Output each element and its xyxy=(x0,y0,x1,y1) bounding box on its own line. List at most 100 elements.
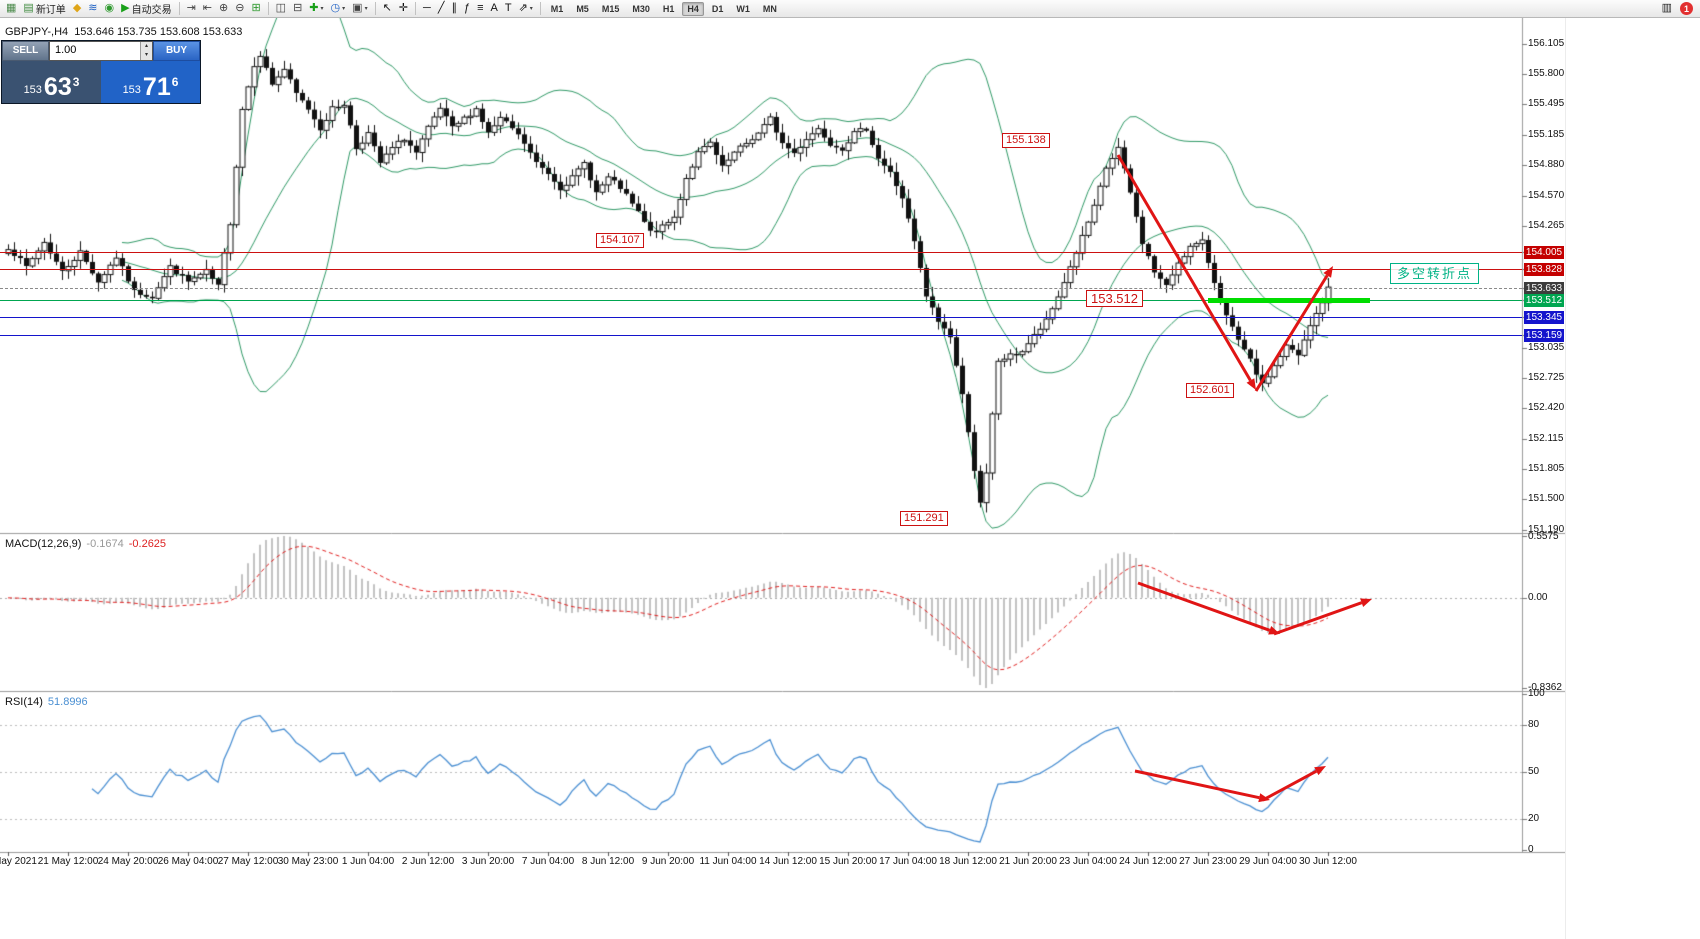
price-annotation-152.601[interactable]: 152.601 xyxy=(1186,383,1234,398)
price-scale-tick: 151.805 xyxy=(1528,463,1565,474)
timeframe-m5-button[interactable]: M5 xyxy=(571,2,594,16)
arrows-tool-button[interactable]: ⇗ ▾ xyxy=(516,1,536,16)
windows-icon: ▥ xyxy=(1661,2,1672,14)
volume-down-button[interactable]: ▾ xyxy=(144,52,148,58)
symbol-period-label: GBPJPY-,H4 xyxy=(5,26,69,38)
text-label-icon: T xyxy=(504,2,512,14)
text-label-button[interactable]: T xyxy=(502,1,515,16)
templates-button[interactable]: ▣ ▾ xyxy=(349,1,370,16)
fibo-levels-icon: ≡ xyxy=(477,2,484,14)
hline-153.512[interactable] xyxy=(0,300,1522,301)
zoom-out-icon: ⊖ xyxy=(235,2,245,14)
crosshair-button[interactable]: ✛ xyxy=(396,1,411,16)
templates-icon: ▣ xyxy=(352,2,363,14)
crosshair-icon: ✛ xyxy=(398,2,409,14)
tile-windows-button[interactable]: ⊞ xyxy=(248,1,263,16)
channel-button[interactable]: ∥ xyxy=(448,1,460,16)
time-axis-label: 24 Jun 12:00 xyxy=(1119,856,1177,867)
cascade-windows-button[interactable]: ◫ xyxy=(273,1,289,16)
chart-shift-icon[interactable]: ⇤ xyxy=(200,1,215,16)
hline-153.345[interactable] xyxy=(0,317,1522,318)
sell-price-pipette: 3 xyxy=(72,75,80,89)
hline-153.633[interactable] xyxy=(0,288,1522,289)
market-watch-icon[interactable]: ≋ xyxy=(85,1,100,16)
news-icon[interactable]: ◉ xyxy=(102,1,118,16)
time-axis-label: 26 May 04:00 xyxy=(157,856,219,867)
price-scale-label-153.828: 153.828 xyxy=(1524,263,1564,276)
toolbar-separator xyxy=(539,2,541,15)
timeframe-w1-button[interactable]: W1 xyxy=(731,2,755,16)
turning-point-thick-line[interactable] xyxy=(1208,298,1370,303)
mql5-community-icon[interactable]: ◆ xyxy=(70,1,84,16)
trendline-button[interactable]: ╱ xyxy=(435,1,448,16)
new-order-button[interactable]: ▤ 新订单 xyxy=(20,1,68,16)
trade-panel-controls: SELL 1.00 ▴ ▾ BUY xyxy=(2,41,200,61)
price-scale-label-153.512: 153.512 xyxy=(1524,294,1564,307)
buy-button[interactable]: BUY xyxy=(153,41,200,61)
auto-scroll-icon[interactable]: ⇥ xyxy=(184,1,199,16)
indicators-button[interactable]: ✚ ▾ xyxy=(306,1,326,16)
chart-windows-icon[interactable]: ▥ xyxy=(1659,1,1675,16)
time-axis-label: 20 May 2021 xyxy=(0,856,37,867)
timeframe-m15-button[interactable]: M15 xyxy=(597,2,625,16)
text-button[interactable]: A xyxy=(487,1,500,16)
rsi-scale-tick: 50 xyxy=(1528,766,1540,777)
text-icon: A xyxy=(490,2,498,14)
sell-price-prefix: 153 xyxy=(23,84,42,96)
toolbar-separator xyxy=(374,2,376,15)
price-scale-tick: 152.420 xyxy=(1528,402,1565,413)
timeframe-h4-button[interactable]: H4 xyxy=(682,1,704,16)
volume-up-button[interactable]: ▴ xyxy=(144,43,148,49)
periods-button[interactable]: ◷ ▾ xyxy=(328,1,349,16)
arrange-windows-button[interactable]: ⊟ xyxy=(290,1,305,16)
fibo-levels-button[interactable]: ≡ xyxy=(474,1,486,16)
zoom-out-button[interactable]: ⊖ xyxy=(232,1,247,16)
price-annotation-151.291[interactable]: 151.291 xyxy=(900,511,948,526)
price-scale-tick: 151.190 xyxy=(1528,524,1565,535)
buy-price[interactable]: 153 71 6 xyxy=(101,61,200,103)
cursor-button[interactable]: ↖ xyxy=(380,1,395,16)
price-annotation-153.512[interactable]: 153.512 xyxy=(1086,290,1143,307)
dropdown-caret-icon: ▾ xyxy=(364,6,368,12)
new-chart-button[interactable]: ▦ xyxy=(3,1,19,16)
price-annotation-154.107[interactable]: 154.107 xyxy=(596,233,644,248)
auto-scroll-icon: ⇥ xyxy=(186,2,196,14)
buy-price-pipette: 6 xyxy=(171,75,179,89)
rsi-value: 51.8996 xyxy=(47,696,88,708)
hline-154.005[interactable] xyxy=(0,252,1522,253)
mql5-community-icon: ◆ xyxy=(72,2,82,14)
time-axis-label: 8 Jun 12:00 xyxy=(581,856,635,867)
quote-bar: GBPJPY-,H4 153.646 153.735 153.608 153.63… xyxy=(5,26,248,38)
price-chart-canvas[interactable] xyxy=(0,18,1565,939)
notification-badge[interactable]: 1 xyxy=(1680,2,1693,15)
timeframe-m1-button[interactable]: M1 xyxy=(546,2,569,16)
time-axis-label: 17 Jun 04:00 xyxy=(879,856,937,867)
time-axis-label: 21 May 12:00 xyxy=(37,856,99,867)
zoom-in-button[interactable]: ⊕ xyxy=(216,1,231,16)
macd-signal-value: -0.2625 xyxy=(128,538,167,550)
timeframe-h1-button[interactable]: H1 xyxy=(658,2,680,16)
price-annotation-155.138[interactable]: 155.138 xyxy=(1002,133,1050,148)
macd-scale-tick: 0.00 xyxy=(1528,592,1548,603)
sell-button[interactable]: SELL xyxy=(2,41,49,61)
volume-value[interactable]: 1.00 xyxy=(55,44,77,56)
timeframe-m30-button[interactable]: M30 xyxy=(627,2,655,16)
timeframe-d1-button[interactable]: D1 xyxy=(707,2,729,16)
cascade-windows-icon: ◫ xyxy=(275,2,287,14)
horizontal-line-button[interactable]: ─ xyxy=(420,1,434,16)
chart-area: GBPJPY-,H4 153.646 153.735 153.608 153.63… xyxy=(0,18,1565,939)
hline-153.828[interactable] xyxy=(0,269,1522,270)
autotrading-button-label: 自动交易 xyxy=(131,5,172,16)
hline-153.159[interactable] xyxy=(0,335,1522,336)
time-axis-label: 23 Jun 04:00 xyxy=(1059,856,1117,867)
turning-point-note[interactable]: 多空转折点 xyxy=(1390,263,1480,284)
timeframe-mn-button[interactable]: MN xyxy=(758,2,782,16)
price-scale-tick: 154.570 xyxy=(1528,190,1565,201)
dropdown-caret-icon: ▾ xyxy=(320,6,324,12)
toolbar-separator xyxy=(267,2,269,15)
sell-price[interactable]: 153 63 3 xyxy=(2,61,101,103)
fibonacci-button[interactable]: ƒ xyxy=(461,1,473,16)
autotrading-button[interactable]: ▶ 自动交易 xyxy=(118,1,174,16)
volume-field[interactable]: 1.00 ▴ ▾ xyxy=(49,41,153,61)
buy-price-prefix: 153 xyxy=(122,84,141,96)
